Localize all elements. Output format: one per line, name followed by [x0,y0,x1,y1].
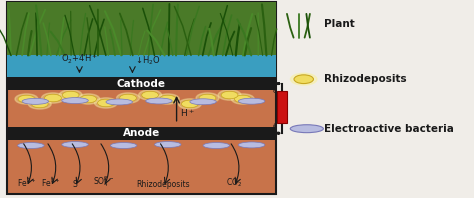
Circle shape [18,95,35,103]
Bar [277,91,286,123]
Circle shape [59,90,82,100]
Text: Cathode: Cathode [117,79,166,89]
Ellipse shape [22,98,48,104]
Text: Rhizodeposits: Rhizodeposits [137,180,190,189]
Circle shape [294,75,313,84]
Text: Anode: Anode [123,128,160,138]
Circle shape [196,93,219,103]
Ellipse shape [238,98,265,104]
Circle shape [45,94,61,102]
Text: CO$_2$: CO$_2$ [226,177,242,189]
Bar [7,2,276,55]
Circle shape [235,95,251,103]
Circle shape [182,100,198,108]
Text: Rhizodeposits: Rhizodeposits [325,74,407,84]
Ellipse shape [110,143,137,148]
Bar [7,77,276,90]
Text: O$_2$+4H$^+$: O$_2$+4H$^+$ [61,53,98,66]
Circle shape [31,100,48,108]
Text: ē: ē [273,88,277,94]
Text: SO$_4^{2-}$: SO$_4^{2-}$ [93,174,114,189]
Circle shape [94,98,118,108]
Text: ↓H$_2$O: ↓H$_2$O [135,55,160,67]
Circle shape [142,91,158,99]
Text: ē: ē [273,83,277,89]
Bar [7,55,276,77]
Text: ē: ē [273,125,277,131]
Ellipse shape [106,99,132,105]
Circle shape [80,95,97,103]
Circle shape [221,91,238,99]
Circle shape [77,94,100,104]
Bar [7,2,276,194]
Text: Electroactive bacteria: Electroactive bacteria [325,124,455,134]
Circle shape [178,99,201,109]
Text: H$^+$: H$^+$ [180,107,195,119]
Circle shape [117,93,139,103]
Circle shape [218,90,241,100]
Circle shape [62,91,79,99]
Ellipse shape [238,142,265,148]
Text: Fe$^{3+}$: Fe$^{3+}$ [41,177,61,189]
Circle shape [138,90,162,100]
Circle shape [159,95,176,103]
Text: S: S [73,180,77,189]
Ellipse shape [146,98,172,104]
Circle shape [199,94,216,102]
Circle shape [98,99,114,107]
Bar [7,127,276,140]
Ellipse shape [62,98,88,104]
Text: Fe$^{2+}$: Fe$^{2+}$ [17,177,36,189]
Circle shape [15,94,38,104]
Circle shape [28,99,51,109]
Circle shape [156,94,179,104]
Text: ē: ē [273,123,277,129]
Ellipse shape [290,125,323,133]
Circle shape [119,94,137,102]
Circle shape [291,73,317,85]
Circle shape [42,93,64,103]
Text: Plant: Plant [325,19,355,29]
Circle shape [231,94,254,104]
Ellipse shape [18,143,44,148]
Ellipse shape [203,143,229,148]
Ellipse shape [62,142,88,148]
Ellipse shape [155,142,181,148]
Ellipse shape [190,99,216,105]
